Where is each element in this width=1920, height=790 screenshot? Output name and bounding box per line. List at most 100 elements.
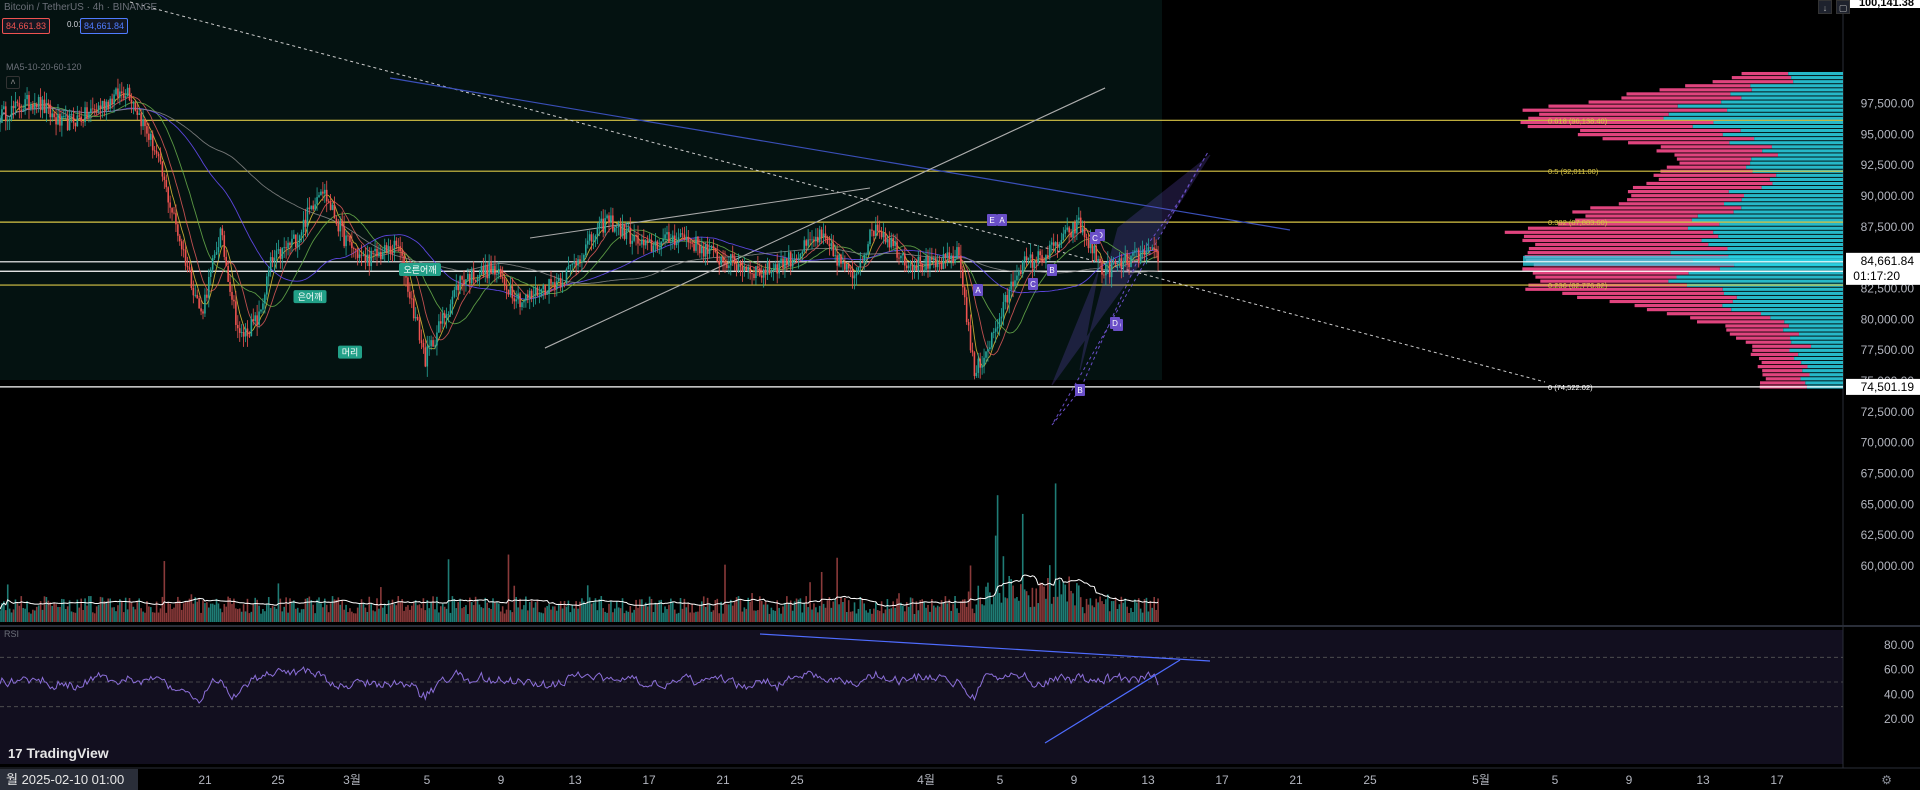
candle-body	[683, 234, 686, 240]
volume-bar	[909, 597, 912, 622]
profile-bar-up	[1708, 242, 1843, 247]
candle-body	[507, 289, 510, 295]
candle-body	[875, 224, 877, 236]
volume-bar	[184, 601, 187, 622]
candle-body	[45, 102, 48, 114]
volume-bar	[849, 611, 852, 622]
candle-body	[894, 241, 896, 247]
candle-body	[614, 227, 616, 232]
volume-bar	[399, 602, 401, 622]
volume-bar	[967, 591, 970, 622]
candle-body	[782, 258, 784, 269]
volume-bar	[888, 608, 891, 622]
candle-body	[264, 294, 266, 304]
candle-body	[246, 328, 249, 336]
candle-body	[333, 204, 336, 219]
volume-bar	[61, 598, 63, 622]
volume-bar	[134, 609, 137, 622]
candle-body	[434, 345, 436, 347]
candle-body	[184, 250, 187, 266]
candle-body	[161, 161, 164, 177]
profile-bar-up	[1769, 177, 1843, 181]
candle-body	[577, 259, 579, 266]
candle-body	[559, 278, 562, 287]
volume-bar	[1143, 599, 1146, 622]
candle-body	[1074, 222, 1076, 234]
volume-bar	[266, 603, 268, 622]
volume-bar	[875, 602, 877, 622]
volume-bar	[8, 608, 11, 622]
cursor-date: 월 2025-02-10 01:00	[0, 769, 138, 790]
volume-bar	[631, 612, 633, 622]
candle-body	[583, 255, 585, 261]
volume-bar	[511, 612, 514, 622]
profile-bar-down	[1741, 71, 1789, 76]
volume-bar	[712, 610, 715, 622]
volume-bar	[306, 598, 309, 622]
gear-icon[interactable]: ⚙	[1881, 773, 1892, 787]
profile-bar-down	[1745, 340, 1792, 344]
profile-bar-up	[1670, 251, 1843, 255]
candle-body	[1145, 251, 1148, 255]
volume-bar	[1085, 598, 1088, 622]
volume-bar	[884, 609, 887, 622]
volume-bar	[387, 600, 390, 622]
candle-body	[648, 239, 651, 243]
volume-bar	[12, 609, 15, 622]
volume-bar	[637, 607, 639, 622]
candle-body	[615, 226, 618, 228]
ask-price[interactable]: 84,661.84	[80, 18, 129, 34]
candle-body	[441, 313, 444, 324]
candle-body	[256, 315, 258, 325]
volume-bar	[314, 613, 316, 622]
volume-bar	[530, 600, 533, 622]
volume-bar	[1130, 607, 1132, 622]
volume-bar	[482, 608, 485, 622]
volume-bar	[934, 607, 937, 622]
volume-bar	[498, 603, 500, 622]
candle-body	[710, 246, 713, 249]
candle-body	[805, 240, 807, 246]
candle-body	[554, 282, 556, 289]
candle-body	[353, 248, 355, 249]
candle-body	[314, 204, 316, 210]
candle-body	[389, 246, 392, 253]
candle-body	[113, 94, 115, 105]
volume-bar	[449, 612, 452, 622]
candle-body	[208, 276, 210, 298]
time-tick-label: 13	[1696, 773, 1710, 787]
volume-bar	[1079, 597, 1082, 622]
candle-body	[258, 311, 260, 325]
candle-body	[8, 119, 11, 121]
candle-body	[832, 242, 835, 256]
candle-body	[697, 236, 699, 245]
volume-bar	[567, 600, 570, 622]
collapse-chevron-icon[interactable]: ˄	[6, 76, 20, 89]
candle-body	[857, 267, 860, 274]
volume-bar	[569, 612, 572, 622]
volume-bar	[1149, 600, 1152, 622]
candle-body	[92, 108, 94, 110]
download-icon[interactable]: ↓	[1818, 0, 1832, 14]
profile-bar-up	[1790, 336, 1843, 340]
candle-body	[962, 269, 964, 288]
fullscreen-icon[interactable]: ▢	[1836, 0, 1850, 14]
candle-body	[884, 232, 887, 243]
candle-body	[1039, 251, 1041, 256]
volume-bar	[262, 609, 264, 622]
volume-bar	[1151, 607, 1154, 622]
candle-body	[465, 279, 467, 285]
volume-bar	[668, 604, 670, 622]
volume-bar	[453, 598, 456, 622]
volume-bar	[527, 610, 529, 622]
bid-price[interactable]: 84,661.83	[2, 18, 51, 34]
volume-bar	[774, 610, 777, 622]
volume-bar	[550, 609, 552, 622]
candle-body	[204, 294, 206, 314]
profile-bar-up	[1718, 234, 1843, 238]
candle-body	[900, 255, 902, 259]
volume-bar	[1099, 596, 1101, 622]
volume-bar	[200, 612, 202, 622]
volume-bar	[764, 601, 767, 622]
